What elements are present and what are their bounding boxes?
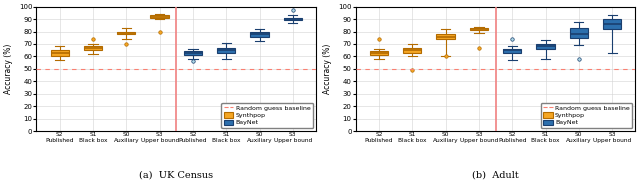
PathPatch shape bbox=[117, 31, 136, 34]
PathPatch shape bbox=[284, 18, 302, 20]
PathPatch shape bbox=[470, 28, 488, 30]
PathPatch shape bbox=[436, 34, 455, 39]
PathPatch shape bbox=[84, 46, 102, 50]
PathPatch shape bbox=[536, 44, 555, 49]
PathPatch shape bbox=[370, 52, 388, 55]
PathPatch shape bbox=[150, 15, 169, 18]
PathPatch shape bbox=[503, 49, 522, 53]
PathPatch shape bbox=[51, 50, 69, 56]
PathPatch shape bbox=[403, 48, 422, 53]
PathPatch shape bbox=[217, 48, 236, 53]
Legend: Random guess baseline, Synthpop, BayNet: Random guess baseline, Synthpop, BayNet bbox=[221, 102, 313, 128]
Legend: Random guess baseline, Synthpop, BayNet: Random guess baseline, Synthpop, BayNet bbox=[541, 102, 632, 128]
PathPatch shape bbox=[603, 19, 621, 29]
PathPatch shape bbox=[250, 31, 269, 37]
PathPatch shape bbox=[184, 52, 202, 55]
Text: (b)  Adult: (b) Adult bbox=[472, 171, 519, 180]
Y-axis label: Accuracy (%): Accuracy (%) bbox=[4, 44, 13, 94]
Text: (a)  UK Census: (a) UK Census bbox=[140, 171, 213, 180]
PathPatch shape bbox=[570, 28, 588, 38]
Y-axis label: Accuracy (%): Accuracy (%) bbox=[323, 44, 332, 94]
